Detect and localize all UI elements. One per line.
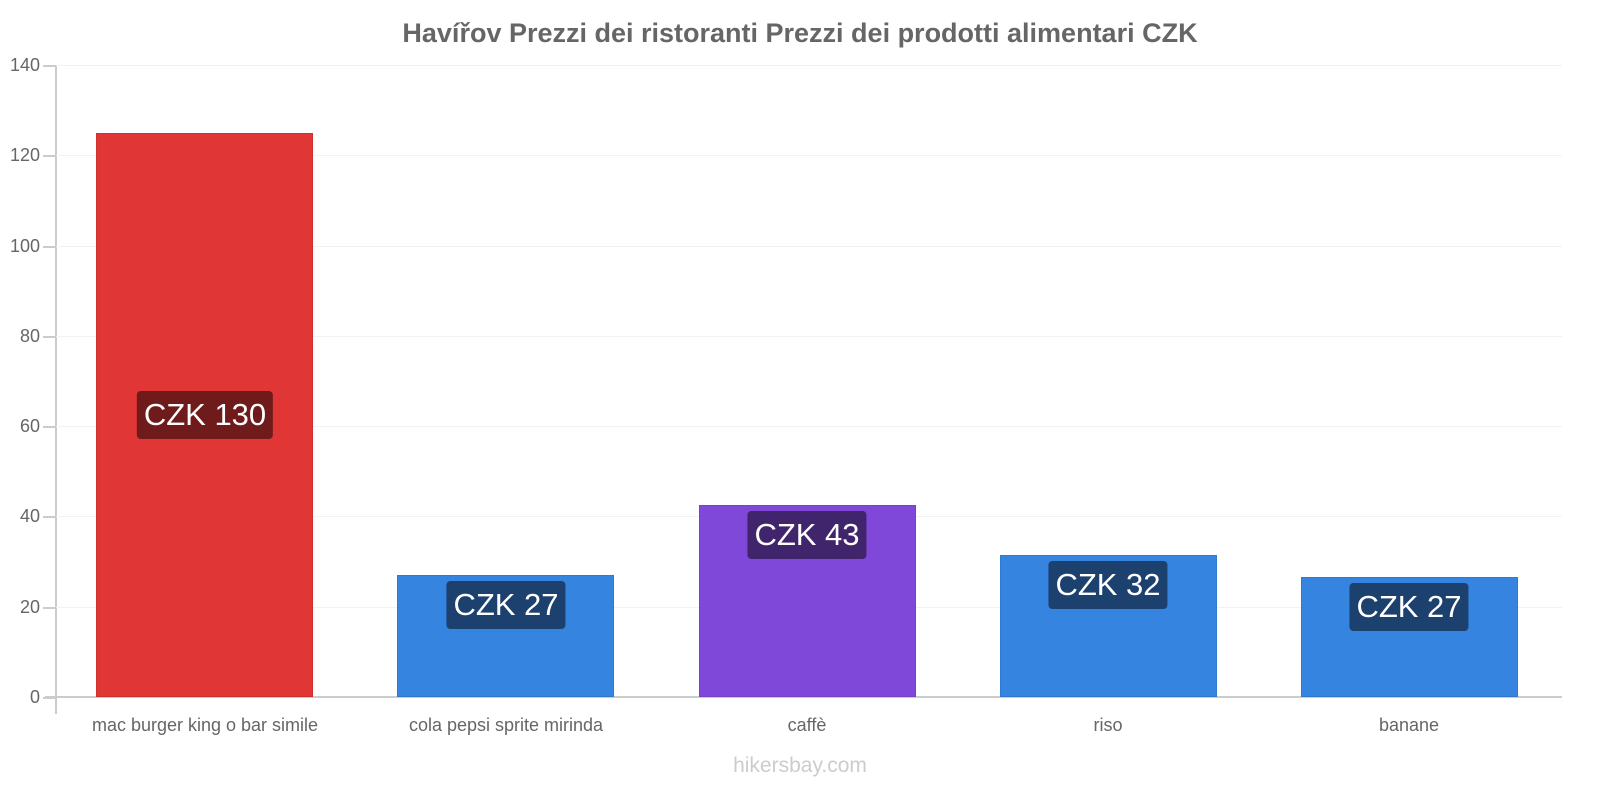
y-tick-label: 20 [19, 597, 40, 617]
y-tick-mark [43, 697, 55, 699]
y-tick-mark [43, 516, 55, 518]
x-category-label: cola pepsi sprite mirinda [408, 715, 604, 735]
y-tick-label: 100 [9, 236, 40, 256]
watermark: hikersbay.com [733, 754, 867, 777]
x-category-label: caffè [787, 715, 827, 735]
y-tick-label: 80 [19, 326, 40, 346]
y-axis-line [55, 65, 57, 714]
chart-title: Havířov Prezzi dei ristoranti Prezzi dei… [402, 18, 1198, 48]
y-tick-mark [43, 607, 55, 609]
x-category-label: banane [1378, 715, 1440, 735]
y-tick-label: 0 [29, 687, 40, 707]
gridline [56, 246, 1562, 247]
y-tick-mark [43, 246, 55, 248]
y-tick-mark [43, 155, 55, 157]
bar-value-label: CZK 27 [446, 581, 566, 629]
y-tick-label: 120 [9, 145, 40, 165]
bar-1[interactable] [397, 575, 614, 697]
y-tick-label: 60 [19, 416, 40, 436]
x-axis-line [45, 696, 1562, 698]
bar-value-label: CZK 32 [1048, 561, 1168, 609]
y-tick-mark [43, 426, 55, 428]
x-category-label: mac burger king o bar simile [91, 715, 319, 735]
y-tick-label: 140 [9, 55, 40, 75]
bar-value-label: CZK 43 [747, 511, 867, 559]
bar-value-label: CZK 130 [136, 391, 274, 439]
gridline [56, 155, 1562, 156]
y-tick-mark [43, 65, 55, 67]
x-category-label: riso [1093, 715, 1123, 735]
gridline [56, 336, 1562, 337]
y-tick-label: 40 [19, 506, 40, 526]
bar-value-label: CZK 27 [1349, 583, 1469, 631]
y-tick-mark [43, 336, 55, 338]
gridline [56, 65, 1562, 66]
gridline [56, 426, 1562, 427]
